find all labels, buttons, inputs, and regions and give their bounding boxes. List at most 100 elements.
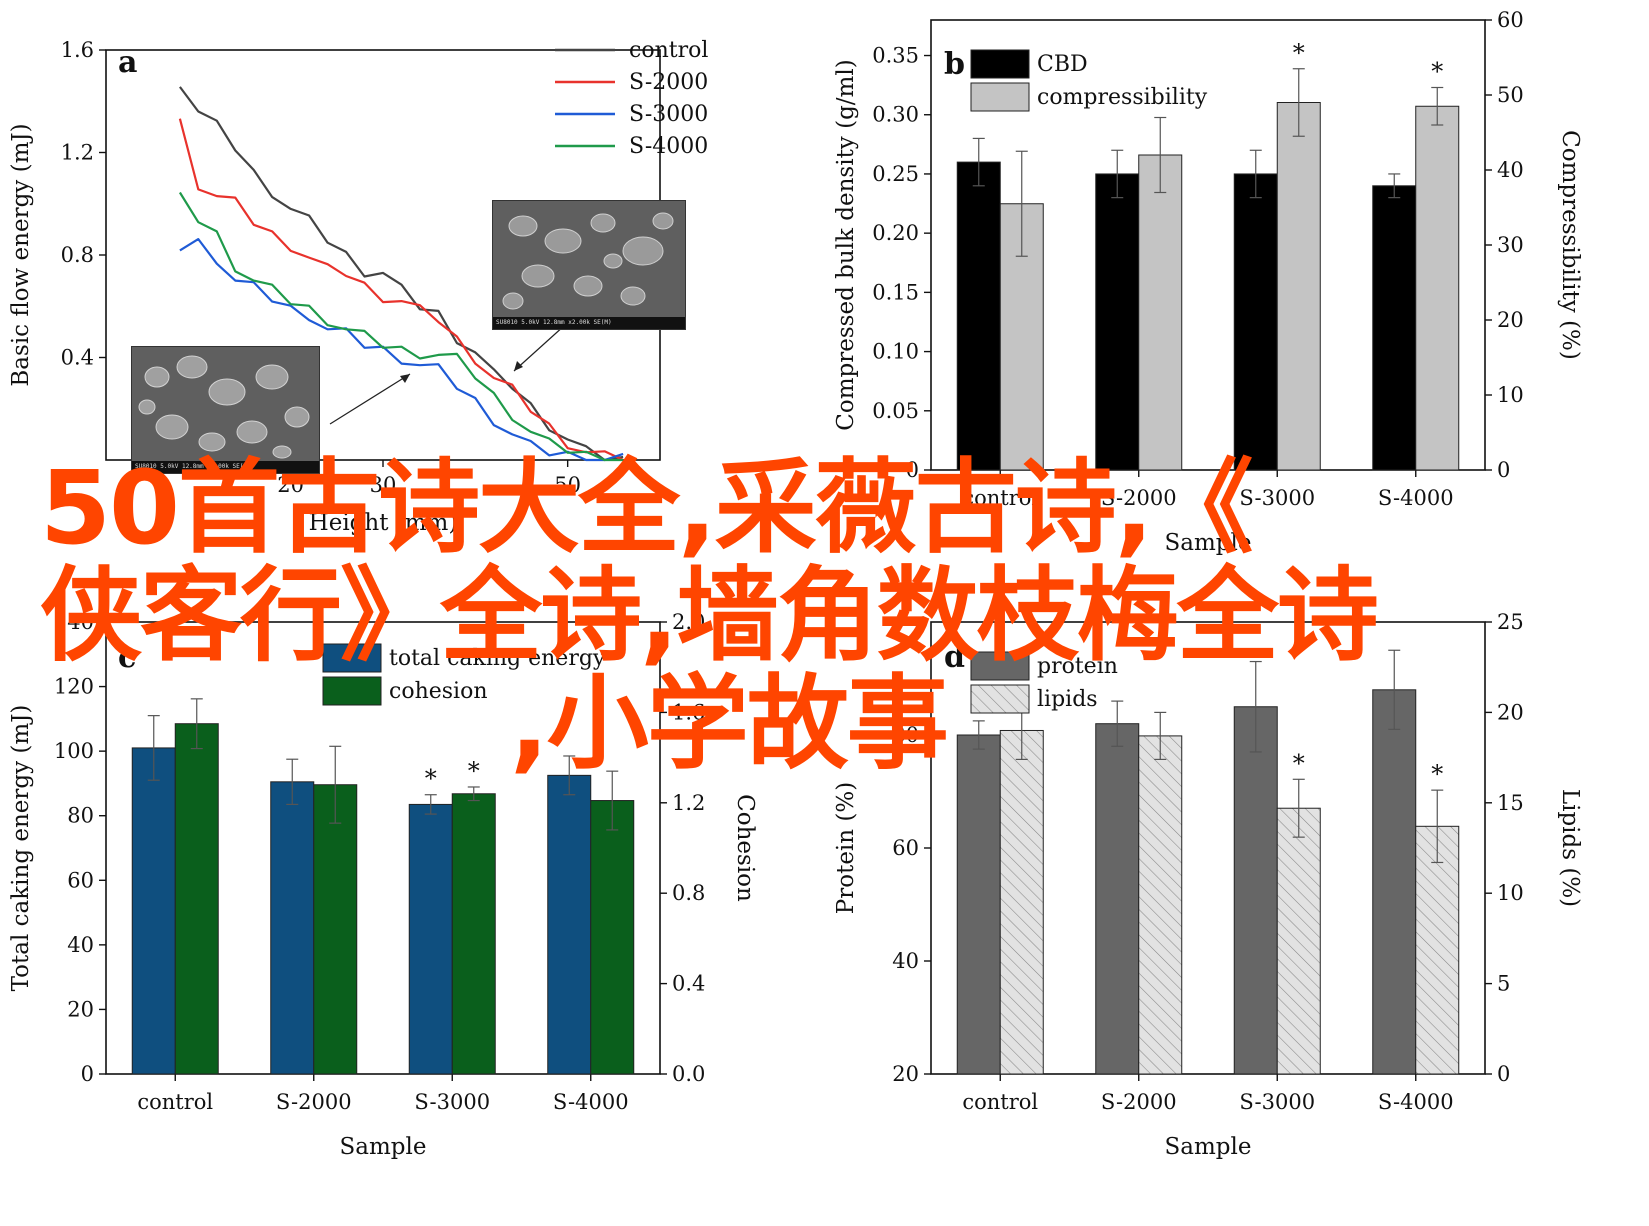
panel-d-bar-chart: d 20 40 60 80 Protein (%) 0 5 10 15 20 25 Lipids (%)… <box>833 610 1583 1160</box>
y-tick-label: 0.4 <box>61 346 94 370</box>
bar-compressibility <box>1138 154 1183 471</box>
y-right-tick-label: 5 <box>1497 972 1510 996</box>
x-tick-label: 50 <box>554 473 581 497</box>
overlay-line-3: ,小学故事 <box>510 665 949 784</box>
x-tick-label: 20 <box>277 473 304 497</box>
bar-compressibility <box>1276 102 1321 471</box>
significance-marker: * <box>1293 39 1305 67</box>
y-right-tick-label: 20 <box>1497 308 1524 332</box>
y-right-tick-label: 15 <box>1497 791 1524 815</box>
sem-particles-image <box>138 355 310 459</box>
y-tick-label: 1.2 <box>61 141 94 165</box>
sem-particles-image <box>502 212 674 310</box>
y-tick-label: 0.30 <box>872 103 919 127</box>
y-right-tick-label: 60 <box>1497 8 1524 32</box>
bar-lipids <box>1415 825 1460 1075</box>
significance-marker: * <box>1293 749 1305 777</box>
bar-cohesion <box>590 800 635 1075</box>
y-right-tick-label: 25 <box>1497 610 1524 634</box>
x-axis-label: Sample <box>1165 1134 1252 1160</box>
y-right-tick-label: 2.0 <box>672 610 705 634</box>
sem-micrograph-inset-2: SU8010 5.0kV 12.8mm x2.00k SE(M) <box>131 346 320 474</box>
legend-swatch <box>970 49 1030 79</box>
legend-label: S-3000 <box>629 102 708 127</box>
y-right-tick-label: 0.4 <box>672 972 705 996</box>
y-tick-label: 80 <box>892 723 919 747</box>
y-right-tick-label: 40 <box>1497 158 1524 182</box>
y-tick-label: 0.10 <box>872 340 919 364</box>
bar-total-caking-energy <box>270 781 315 1075</box>
y-axis-label: Protein (%) <box>833 782 859 914</box>
y-tick-label: 100 <box>54 739 94 763</box>
significance-marker: * <box>468 757 480 785</box>
y-right-tick-label: 50 <box>1497 83 1524 107</box>
x-tick-label: S-2000 <box>1101 1090 1177 1114</box>
y-right-tick-label: 10 <box>1497 383 1524 407</box>
bar-cohesion <box>174 723 219 1075</box>
legend-label: protein <box>1037 654 1118 679</box>
y-right-tick-label: 1.2 <box>672 791 705 815</box>
watermark-title-overlay: 50首古诗大全,采薇古诗,《 侠客行》全诗,墙角数枝梅全诗 ,小学故事 <box>40 455 1600 779</box>
y-tick-label: 0.25 <box>872 162 919 186</box>
y-tick-label: 0.05 <box>872 399 919 423</box>
x-tick-label: control <box>137 1090 213 1114</box>
legend-swatch <box>322 676 382 706</box>
y-axis-label: Compressed bulk density (g/ml) <box>833 59 859 430</box>
bar-CBD <box>1233 173 1278 471</box>
bar-total-caking-energy <box>131 747 176 1075</box>
bar-CBD <box>956 161 1001 471</box>
series-line-S-2000 <box>178 118 624 461</box>
panel-letter: b <box>944 47 965 82</box>
bar-cohesion <box>451 793 496 1075</box>
y-tick-label: 1.6 <box>61 38 94 62</box>
y-right-tick-label: 0 <box>1497 458 1510 482</box>
legend-label: S-2000 <box>629 70 708 95</box>
legend-label: control <box>629 38 708 63</box>
bar-CBD <box>1372 185 1417 471</box>
legend-label: cohesion <box>389 679 488 704</box>
y-right-tick-label: 0 <box>1497 1062 1510 1086</box>
y-tick-label: 0.20 <box>872 221 919 245</box>
y-tick-label: 20 <box>892 1062 919 1086</box>
y-tick-label: 40 <box>67 933 94 957</box>
inset-arrow-head <box>514 361 523 371</box>
y-right-tick-label: 20 <box>1497 700 1524 724</box>
sem-caption: SU8010 5.0kV 12.8mm x2.00k SE(M) <box>135 463 251 470</box>
bar-total-caking-energy <box>547 774 592 1075</box>
x-tick-label: S-2000 <box>276 1090 352 1114</box>
bar-lipids <box>999 729 1044 1075</box>
x-axis-label: Sample <box>1165 530 1252 556</box>
significance-marker: * <box>1431 58 1443 86</box>
y-axis-label: Basic flow energy (mJ) <box>8 123 34 386</box>
y-right-tick-label: 0.8 <box>672 881 705 905</box>
legend-swatch <box>970 82 1030 112</box>
significance-marker: * <box>425 765 437 793</box>
x-tick-label: control <box>962 486 1038 510</box>
x-tick-label: S-4000 <box>553 1090 629 1114</box>
y-tick-label: 0 <box>906 458 919 482</box>
overlay-line-2: 侠客行》全诗,墙角数枝梅全诗 <box>40 557 1379 676</box>
x-tick-label: S-4000 <box>1378 486 1454 510</box>
legend-swatch <box>970 651 1030 681</box>
plot-frame <box>105 621 661 1075</box>
bar-protein <box>1372 689 1417 1075</box>
sem-caption: SU8010 5.0kV 12.8mm x2.00k SE(M) <box>496 319 612 326</box>
y-right-tick-label: 30 <box>1497 233 1524 257</box>
y-tick-label: 0 <box>81 1062 94 1086</box>
y-tick-label: 60 <box>67 868 94 892</box>
significance-marker: * <box>1431 760 1443 788</box>
inset-arrow <box>513 324 566 372</box>
y-right-axis-label: Lipids (%) <box>1557 789 1583 907</box>
panel-a-line-chart: a 0.4 0.8 1.2 1.6 Basic flow energy (mJ) 20 30 5… <box>8 38 708 536</box>
y-tick-label: 140 <box>54 610 94 634</box>
y-tick-label: 120 <box>54 675 94 699</box>
y-tick-label: 0.35 <box>872 44 919 68</box>
y-right-axis-label: Cohesion <box>732 794 758 902</box>
legend-label: S-4000 <box>629 134 708 159</box>
inset-arrow-head <box>400 374 410 383</box>
series-line-control <box>179 86 624 462</box>
panel-letter: a <box>118 45 137 80</box>
sem-micrograph-inset-1: SU8010 5.0kV 12.8mm x2.00k SE(M) <box>492 200 686 330</box>
y-right-tick-label: 10 <box>1497 881 1524 905</box>
